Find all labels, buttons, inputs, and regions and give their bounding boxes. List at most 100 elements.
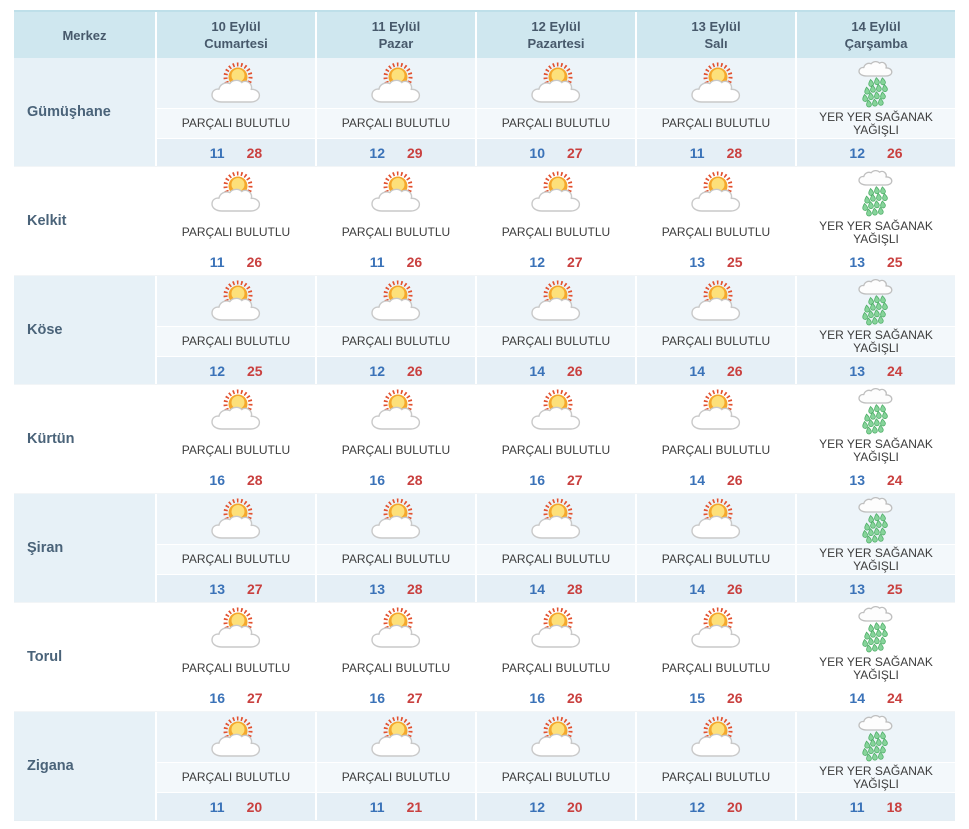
temperature-pair: 13 24 (797, 356, 955, 384)
max-temp: 24 (887, 689, 903, 706)
forecast-row: Gümüşhane PARÇALI BULUTLU 11 28 PARÇALI … (14, 58, 955, 167)
partly-cloudy-icon (317, 494, 475, 544)
partly-cloudy-icon (157, 167, 315, 217)
max-temp: 28 (407, 580, 423, 597)
max-temp: 26 (727, 362, 743, 379)
partly-cloudy-icon (637, 276, 795, 326)
city-name: Kelkit (27, 213, 67, 229)
rain-showers-icon (797, 494, 955, 544)
forecast-row: Kelkit PARÇALI BULUTLU 11 26 PARÇALI BUL… (14, 167, 955, 276)
temperature-pair: 11 21 (317, 792, 475, 820)
forecast-row: Torul PARÇALI BULUTLU 16 27 PARÇALI BULU… (14, 603, 955, 712)
rain-showers-icon (797, 58, 955, 108)
table-body: Gümüşhane PARÇALI BULUTLU 11 28 PARÇALI … (14, 58, 955, 821)
temperature-pair: 13 24 (797, 465, 955, 493)
city-name: Şiran (14, 494, 155, 602)
partly-cloudy-icon (637, 58, 795, 108)
condition-text: PARÇALI BULUTLU (637, 108, 795, 138)
max-temp: 27 (247, 689, 263, 706)
max-temp: 20 (567, 798, 583, 815)
header-day-5: 14 Eylül Çarşamba (795, 12, 955, 58)
temperature-pair: 14 26 (637, 465, 795, 493)
min-temp: 15 (689, 689, 705, 706)
condition-text: PARÇALI BULUTLU (637, 544, 795, 574)
condition-text: YER YER SAĞANAK YAĞIŞLI (797, 326, 955, 356)
forecast-cell: PARÇALI BULUTLU 11 20 (155, 712, 315, 820)
partly-cloudy-icon (477, 712, 635, 762)
header-day-2: 11 Eylül Pazar (315, 12, 475, 58)
max-temp: 18 (886, 798, 903, 815)
condition-text: PARÇALI BULUTLU (317, 217, 475, 247)
rain-showers-icon (797, 712, 955, 762)
condition-text: YER YER SAĞANAK YAĞIŞLI (797, 435, 955, 465)
forecast-cell: PARÇALI BULUTLU 16 26 (475, 603, 635, 711)
forecast-cell: PARÇALI BULUTLU 16 27 (475, 385, 635, 493)
condition-text: PARÇALI BULUTLU (477, 435, 635, 465)
temperature-pair: 16 28 (317, 465, 475, 493)
partly-cloudy-icon (477, 58, 635, 108)
min-temp: 14 (529, 362, 545, 379)
forecast-cell: PARÇALI BULUTLU 12 29 (315, 58, 475, 166)
temperature-pair: 13 25 (797, 574, 955, 602)
condition-text: PARÇALI BULUTLU (157, 544, 315, 574)
temperature-pair: 14 26 (637, 356, 795, 384)
forecast-cell: PARÇALI BULUTLU 16 27 (155, 603, 315, 711)
condition-text: PARÇALI BULUTLU (477, 217, 635, 247)
partly-cloudy-icon (317, 167, 475, 217)
partly-cloudy-icon (157, 276, 315, 326)
temperature-pair: 12 20 (637, 792, 795, 820)
temperature-pair: 13 25 (797, 247, 955, 275)
forecast-cell: PARÇALI BULUTLU 13 28 (315, 494, 475, 602)
city-name: Torul (27, 649, 63, 665)
min-temp: 14 (849, 689, 865, 706)
max-temp: 20 (727, 798, 743, 815)
partly-cloudy-icon (637, 167, 795, 217)
min-temp: 14 (689, 471, 705, 488)
day-name: Çarşamba (844, 36, 908, 51)
max-temp: 25 (887, 253, 903, 270)
condition-text: PARÇALI BULUTLU (157, 326, 315, 356)
partly-cloudy-icon (637, 603, 795, 653)
max-temp: 26 (727, 580, 743, 597)
temperature-pair: 12 20 (477, 792, 635, 820)
forecast-cell: PARÇALI BULUTLU 16 28 (155, 385, 315, 493)
partly-cloudy-icon (157, 712, 315, 762)
temperature-pair: 14 28 (477, 574, 635, 602)
forecast-cell: YER YER SAĞANAK YAĞIŞLI 13 25 (795, 167, 955, 275)
temperature-pair: 11 26 (317, 247, 475, 275)
temperature-pair: 14 24 (797, 683, 955, 711)
condition-text: PARÇALI BULUTLU (637, 653, 795, 683)
partly-cloudy-icon (317, 58, 475, 108)
condition-text: PARÇALI BULUTLU (477, 326, 635, 356)
forecast-cell: PARÇALI BULUTLU 11 26 (155, 167, 315, 275)
condition-text: PARÇALI BULUTLU (637, 762, 795, 792)
forecast-cell: PARÇALI BULUTLU 13 25 (635, 167, 795, 275)
day-date: 12 Eylül (531, 19, 581, 34)
forecast-cell: YER YER SAĞANAK YAĞIŞLI 13 25 (795, 494, 955, 602)
forecast-cell: PARÇALI BULUTLU 14 26 (635, 385, 795, 493)
temperature-pair: 11 20 (157, 792, 315, 820)
partly-cloudy-icon (477, 276, 635, 326)
max-temp: 25 (247, 362, 263, 379)
max-temp: 28 (407, 471, 423, 488)
max-temp: 26 (567, 689, 583, 706)
condition-text: YER YER SAĞANAK YAĞIŞLI (797, 217, 955, 247)
min-temp: 11 (369, 253, 385, 270)
city-name: Gümüşhane (14, 58, 155, 166)
min-temp: 13 (689, 253, 705, 270)
condition-text: PARÇALI BULUTLU (157, 435, 315, 465)
min-temp: 13 (849, 253, 865, 270)
condition-text: PARÇALI BULUTLU (157, 653, 315, 683)
temperature-pair: 16 27 (157, 683, 315, 711)
min-temp: 13 (849, 580, 865, 597)
max-temp: 26 (887, 144, 903, 161)
condition-text: PARÇALI BULUTLU (637, 217, 795, 247)
city-name: Zigana (14, 712, 155, 820)
forecast-cell: PARÇALI BULUTLU 11 28 (155, 58, 315, 166)
forecast-cell: PARÇALI BULUTLU 16 28 (315, 385, 475, 493)
max-temp: 24 (887, 471, 903, 488)
min-temp: 12 (369, 362, 385, 379)
temperature-pair: 16 27 (477, 465, 635, 493)
day-name: Pazartesi (527, 36, 585, 51)
